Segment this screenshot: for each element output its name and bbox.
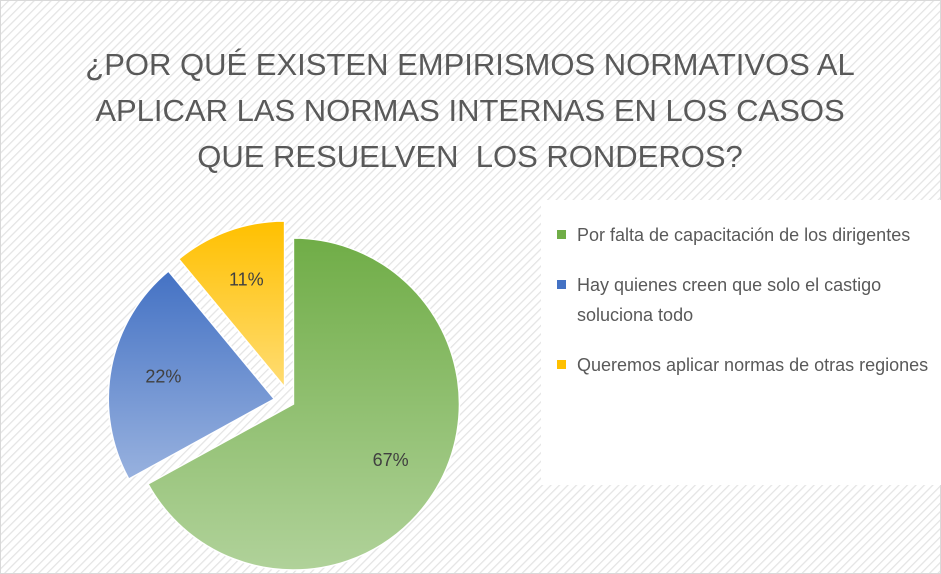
legend-swatch	[557, 360, 566, 369]
chart-title: ¿POR QUÉ EXISTEN EMPIRISMOS NORMATIVOS A…	[85, 47, 862, 174]
data-label: 67%	[373, 450, 409, 470]
legend-item: Queremos aplicar normas de otras regione…	[549, 350, 941, 380]
data-label: 11%	[229, 269, 264, 289]
data-label: 22%	[145, 367, 181, 387]
legend-swatch	[557, 280, 566, 289]
legend-label: Por falta de capacitación de los dirigen…	[577, 225, 911, 245]
legend-label: Hay quienes creen que solo el castigo so…	[577, 275, 882, 325]
slice-shade	[178, 220, 285, 387]
legend-item: Hay quienes creen que solo el castigo so…	[549, 270, 941, 330]
legend-swatch	[557, 230, 566, 239]
legend: Por falta de capacitación de los dirigen…	[541, 200, 941, 485]
slice-shade	[108, 271, 275, 479]
slice-shade	[147, 238, 460, 571]
legend-item: Por falta de capacitación de los dirigen…	[549, 220, 941, 250]
legend-label: Queremos aplicar normas de otras regione…	[577, 355, 929, 375]
